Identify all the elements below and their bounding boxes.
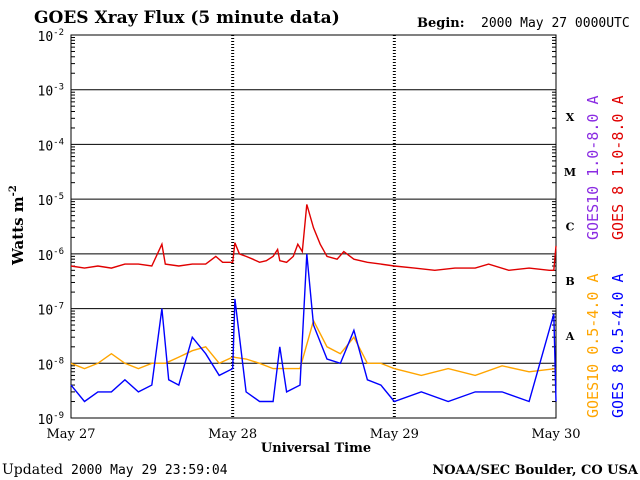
begin-value: 2000 May 27 0000UTC xyxy=(481,16,630,31)
y-tick-exponent: -2 xyxy=(53,28,64,38)
y-axis-label-text: Watts m xyxy=(9,196,27,266)
updated-value: 2000 May 29 23:59:04 xyxy=(71,463,228,478)
legend-entry: GOES10 0.5-4.0 A xyxy=(584,274,602,419)
x-tick-label: May 27 xyxy=(46,427,95,442)
credit: NOAA/SEC Boulder, CO USA xyxy=(432,463,639,478)
y-tick-exponent: -7 xyxy=(53,302,64,312)
legend: GOES10 1.0-8.0 A GOES 8 1.0-8.0 A GOES10 0… xyxy=(584,96,627,419)
x-tick-label: May 28 xyxy=(208,427,257,442)
y-tick-exponent: -3 xyxy=(53,83,64,93)
y-tick-base: 10 xyxy=(38,85,54,100)
updated-label: Updated xyxy=(2,462,63,478)
y-tick-exponent: -6 xyxy=(53,247,64,257)
y-tick-exponent: -5 xyxy=(53,192,64,202)
series-line xyxy=(70,318,557,377)
legend-entry: GOES10 1.0-8.0 A xyxy=(584,96,602,241)
y-tick-labels: 10-910-810-710-610-510-410-310-2 xyxy=(38,28,65,428)
y-tick-base: 10 xyxy=(38,249,54,264)
begin-label: Begin: xyxy=(417,16,465,31)
y-tick-exponent: -9 xyxy=(53,411,64,421)
y-tick-label: 10-2 xyxy=(38,28,65,45)
flare-class-labels: A B C M X xyxy=(564,111,576,343)
y-tick-label: 10-6 xyxy=(38,247,65,264)
y-tick-exponent: -8 xyxy=(53,356,64,366)
y-tick-base: 10 xyxy=(38,304,54,319)
y-axis-label: Watts m-2 xyxy=(8,185,27,266)
chart-title: GOES Xray Flux (5 minute data) xyxy=(34,8,340,28)
y-tick-base: 10 xyxy=(38,358,54,373)
y-tick-label: 10-4 xyxy=(38,137,65,154)
data-series xyxy=(70,204,557,403)
legend-entry: GOES 8 1.0-8.0 A xyxy=(609,96,627,241)
y-tick-label: 10-7 xyxy=(38,302,65,319)
plot-frame xyxy=(70,34,557,419)
x-tick-labels: May 27 May 28 May 29 May 30 xyxy=(46,427,580,442)
y-tick-base: 10 xyxy=(38,194,54,209)
x-tick-label: May 29 xyxy=(370,427,419,442)
flare-class-A: A xyxy=(565,330,575,343)
y-tick-exponent: -4 xyxy=(53,137,64,147)
y-tick-label: 10-3 xyxy=(38,83,65,100)
legend-entry: GOES 8 0.5-4.0 A xyxy=(609,274,627,419)
series-line xyxy=(70,253,557,403)
flare-class-B: B xyxy=(565,275,574,288)
y-tick-base: 10 xyxy=(38,139,54,154)
series-line xyxy=(70,204,557,272)
x-axis-label: Universal Time xyxy=(261,441,371,456)
flare-class-X: X xyxy=(566,111,575,124)
y-tick-base: 10 xyxy=(38,413,54,428)
y-tick-base: 10 xyxy=(38,30,54,45)
flare-class-C: C xyxy=(566,221,575,234)
y-tick-label: 10-9 xyxy=(38,411,65,428)
x-tick-label: May 30 xyxy=(531,427,580,442)
y-tick-label: 10-5 xyxy=(38,192,65,209)
flare-class-M: M xyxy=(564,166,576,179)
y-tick-label: 10-8 xyxy=(38,356,65,373)
y-axis-label-exponent: -2 xyxy=(8,185,19,196)
